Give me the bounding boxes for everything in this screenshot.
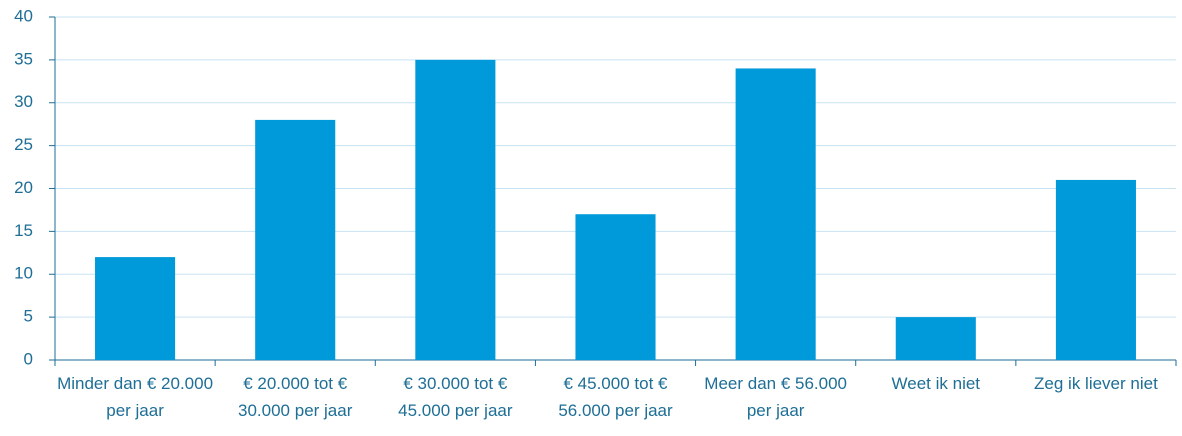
x-tick-label: € 20.000 tot € 30.000 per jaar (238, 374, 353, 420)
bar (1055, 179, 1136, 360)
y-tick-label: 20 (14, 178, 33, 197)
x-tick-label: Minder dan € 20.000 per jaar (57, 374, 214, 420)
y-tick-label: 15 (14, 221, 33, 240)
bar (895, 317, 976, 360)
y-tick-label: 35 (14, 49, 33, 68)
y-tick-label: 5 (24, 307, 33, 326)
y-tick-label: 25 (14, 135, 33, 154)
bar (415, 59, 496, 360)
x-tick-label: Weet ik niet (891, 374, 981, 393)
bar (575, 214, 656, 360)
y-tick-label: 30 (14, 92, 33, 111)
bar (255, 119, 336, 361)
y-tick-label: 10 (14, 264, 33, 283)
y-tick-label: 0 (24, 349, 33, 368)
bar (735, 68, 816, 360)
x-tick-label: Zeg ik liever niet (1034, 374, 1158, 393)
x-tick-label: Meer dan € 56.000 per jaar (704, 374, 847, 420)
x-tick-label: € 30.000 tot € 45.000 per jaar (398, 374, 513, 420)
bar (95, 257, 176, 360)
y-tick-label: 40 (14, 6, 33, 25)
x-tick-label: € 45.000 tot € 56.000 per jaar (558, 374, 673, 420)
